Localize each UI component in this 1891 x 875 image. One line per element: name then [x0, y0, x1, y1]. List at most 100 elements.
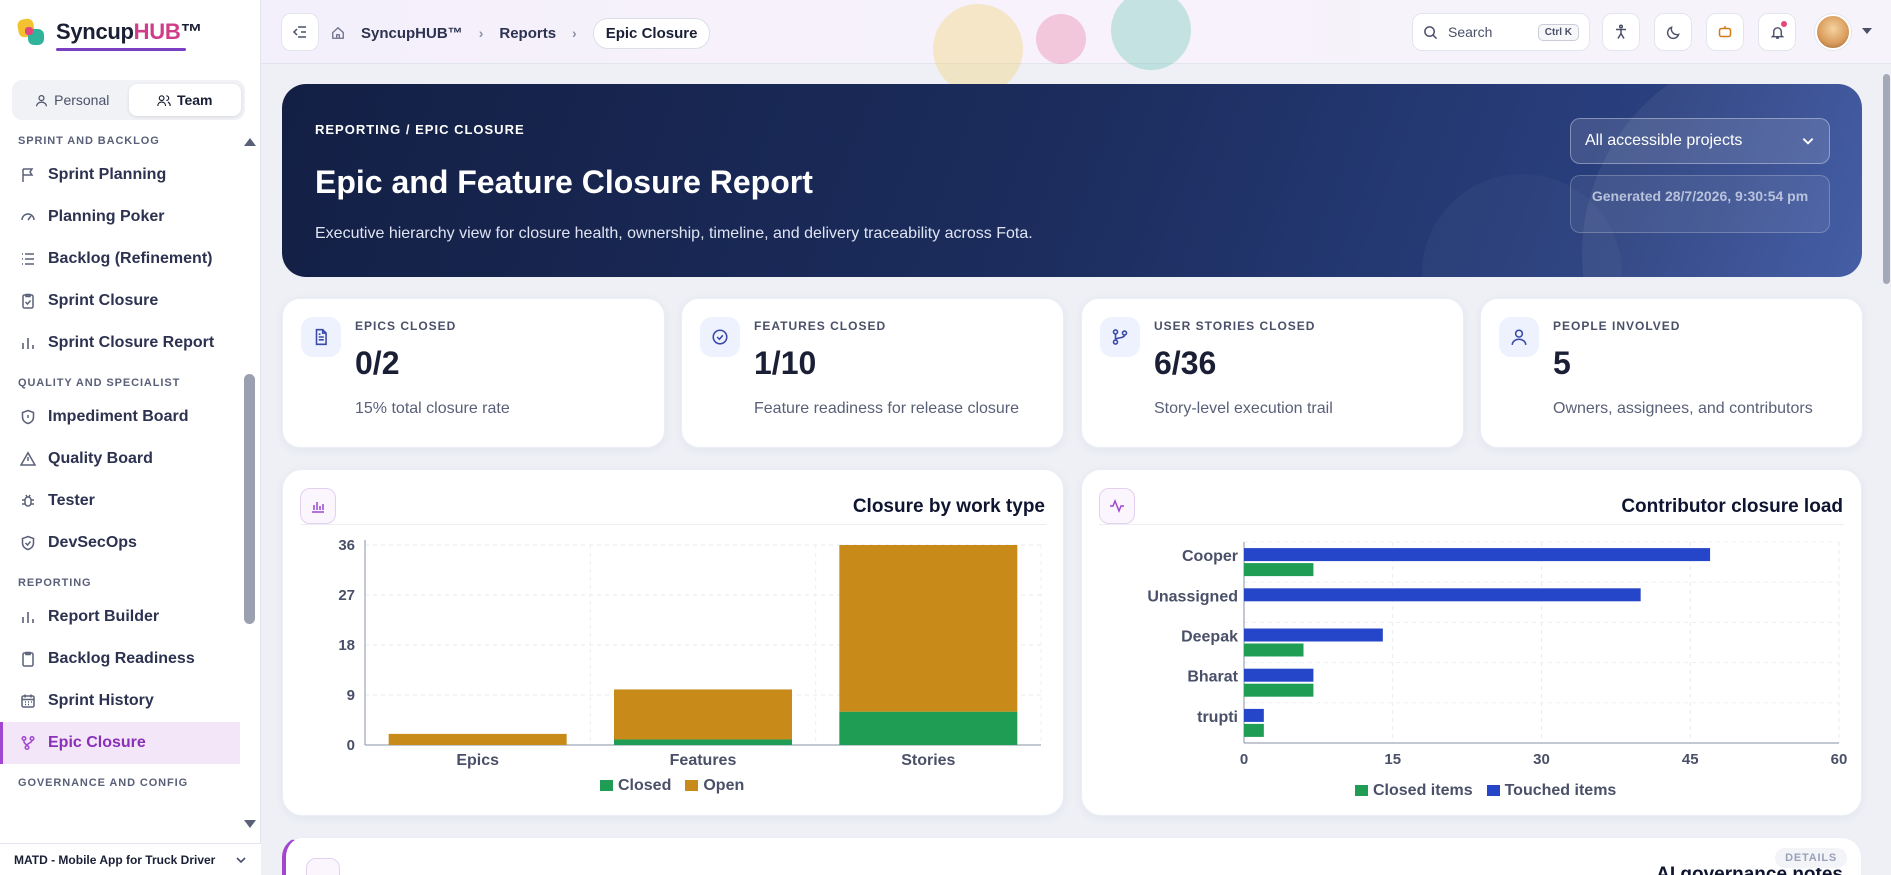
search-icon [1424, 25, 1438, 39]
y-tick-label: Unassigned [1147, 588, 1238, 605]
x-tick-label: 30 [1533, 751, 1550, 768]
user-icon [36, 94, 48, 106]
y-tick-label: 9 [347, 687, 355, 704]
sidebar-scrollbar[interactable] [244, 138, 256, 828]
personal-label: Personal [54, 92, 110, 108]
sidebar-item-label: Sprint Closure Report [48, 334, 215, 351]
notification-dot [1781, 21, 1787, 27]
personal-toggle-button[interactable]: Personal [16, 84, 129, 116]
legend-item-closed[interactable]: Closed [600, 777, 671, 795]
chevron-down-icon [236, 856, 246, 863]
legend-item-closed-items[interactable]: Closed items [1355, 782, 1473, 800]
search-button[interactable]: Search Ctrl K [1412, 13, 1590, 51]
sidebar-item-planning-poker[interactable]: Planning Poker [0, 196, 240, 238]
sidebar-item-sprint-planning[interactable]: Sprint Planning [0, 154, 240, 196]
legend-item-touched-items[interactable]: Touched items [1486, 782, 1617, 800]
breadcrumb-item-reports[interactable]: Reports [499, 24, 557, 42]
generated-timestamp: Generated 28/7/2026, 9:30:54 pm [1570, 175, 1830, 233]
nav-section-title: QUALITY AND SPECIALIST [18, 377, 181, 389]
theme-toggle-button[interactable] [1654, 13, 1692, 51]
kpi-subtitle: Feature readiness for release closure [754, 400, 1020, 417]
ai-governance-card: AI governance notes DETAILS [282, 837, 1862, 875]
sidebar-item-label: Impediment Board [48, 408, 189, 425]
sidebar-item-sprint-history[interactable]: Sprint History [0, 680, 240, 722]
kpi-value: 5 [1553, 345, 1571, 381]
x-tick-label: 45 [1682, 751, 1699, 768]
sidebar-item-sprint-closure-report[interactable]: Sprint Closure Report [0, 322, 240, 364]
warning-icon [20, 451, 36, 467]
page-title: Epic and Feature Closure Report [315, 164, 813, 200]
details-badge[interactable]: DETAILS [1775, 848, 1847, 868]
scroll-down-icon[interactable] [244, 820, 256, 828]
nav-section-title: REPORTING [18, 577, 92, 589]
calendar-icon [20, 693, 36, 709]
bell-icon [1770, 26, 1784, 39]
x-tick-label: Features [670, 752, 737, 769]
y-tick-label: 0 [347, 737, 355, 754]
project-selector[interactable]: MATD - Mobile App for Truck Driver [0, 843, 261, 875]
assistant-button[interactable] [1706, 13, 1744, 51]
breadcrumb-item-home[interactable]: SyncupHUB™ [361, 24, 463, 42]
sidebar-item-tester[interactable]: Tester [0, 480, 240, 522]
chevron-down-icon [1802, 138, 1814, 145]
kpi-subtitle: 15% total closure rate [355, 400, 510, 417]
home-icon[interactable] [331, 26, 345, 40]
team-label: Team [176, 92, 213, 108]
chart-title: Contributor closure load [1621, 496, 1843, 517]
bar-touched-items [1244, 548, 1711, 562]
sidebar-item-report-builder[interactable]: Report Builder [0, 596, 240, 638]
scroll-up-icon[interactable] [244, 138, 256, 146]
legend-label: Touched items [1504, 782, 1617, 799]
x-tick-label: 0 [1240, 751, 1248, 768]
x-tick-label: 15 [1384, 751, 1401, 768]
kpi-label: FEATURES CLOSED [754, 319, 887, 333]
accessibility-button[interactable] [1602, 13, 1640, 51]
search-label: Search [1448, 24, 1493, 40]
notifications-button[interactable] [1758, 13, 1796, 51]
chevron-down-icon[interactable] [1862, 28, 1872, 34]
y-tick-label: 18 [338, 637, 355, 654]
check-circle-icon [700, 317, 740, 357]
kpi-card-epics: EPICS CLOSED 0/2 15% total closure rate [282, 298, 665, 448]
collapse-sidebar-button[interactable] [281, 13, 319, 51]
bar-open [839, 545, 1018, 712]
sidebar-nav: SPRINT AND BACKLOG Sprint Planning Plann… [0, 128, 240, 828]
card-divider [1099, 524, 1844, 525]
contributor-closure-load-card: Contributor closure load 0 15 30 45 60 Cooper… [1081, 469, 1862, 816]
app-logo[interactable]: SyncupHUB™ [16, 14, 202, 51]
document-icon [301, 317, 341, 357]
project-filter-select[interactable]: All accessible projects [1570, 118, 1830, 164]
sidebar-scroll-thumb[interactable] [244, 374, 255, 624]
header-decoration [933, 4, 1023, 94]
users-icon [157, 94, 171, 106]
sidebar-item-epic-closure[interactable]: Epic Closure [0, 722, 240, 764]
kpi-label: EPICS CLOSED [355, 319, 457, 333]
y-tick-label: trupti [1197, 709, 1238, 726]
sidebar-item-label: Quality Board [48, 450, 153, 467]
sidebar-item-backlog-readiness[interactable]: Backlog Readiness [0, 638, 240, 680]
user-icon [1499, 317, 1539, 357]
moon-icon [1666, 25, 1680, 39]
sidebar-item-label: Sprint History [48, 692, 154, 709]
workspace-toggle: Personal Team [12, 80, 245, 120]
avatar[interactable] [1815, 14, 1851, 50]
sidebar-item-backlog-refinement[interactable]: Backlog (Refinement) [0, 238, 240, 280]
legend-item-open[interactable]: Open [685, 777, 744, 795]
y-tick-label: 36 [338, 537, 355, 554]
bar-closed-items [1244, 643, 1304, 657]
sidebar-item-sprint-closure[interactable]: Sprint Closure [0, 280, 240, 322]
logo-mark-icon [16, 17, 46, 47]
gauge-icon [20, 209, 36, 225]
closure-by-work-type-card: Closure by work type 0 9 18 27 36 Epics Featur… [282, 469, 1064, 816]
breadcrumb: SyncupHUB™ › Reports › Epic Closure [331, 17, 711, 49]
team-toggle-button[interactable]: Team [128, 84, 241, 116]
bar-open [388, 733, 567, 745]
sidebar-item-devsecops[interactable]: DevSecOps [0, 522, 240, 564]
closure-chart: 0 9 18 27 36 Epics Features Stories [338, 537, 1042, 769]
page-scrollbar-thumb[interactable] [1883, 74, 1890, 284]
sidebar-item-label: Tester [48, 492, 95, 509]
sidebar-item-impediment-board[interactable]: Impediment Board [0, 396, 240, 438]
y-tick-label: Bharat [1187, 669, 1238, 686]
sidebar-item-quality-board[interactable]: Quality Board [0, 438, 240, 480]
accessibility-icon [1616, 24, 1626, 39]
